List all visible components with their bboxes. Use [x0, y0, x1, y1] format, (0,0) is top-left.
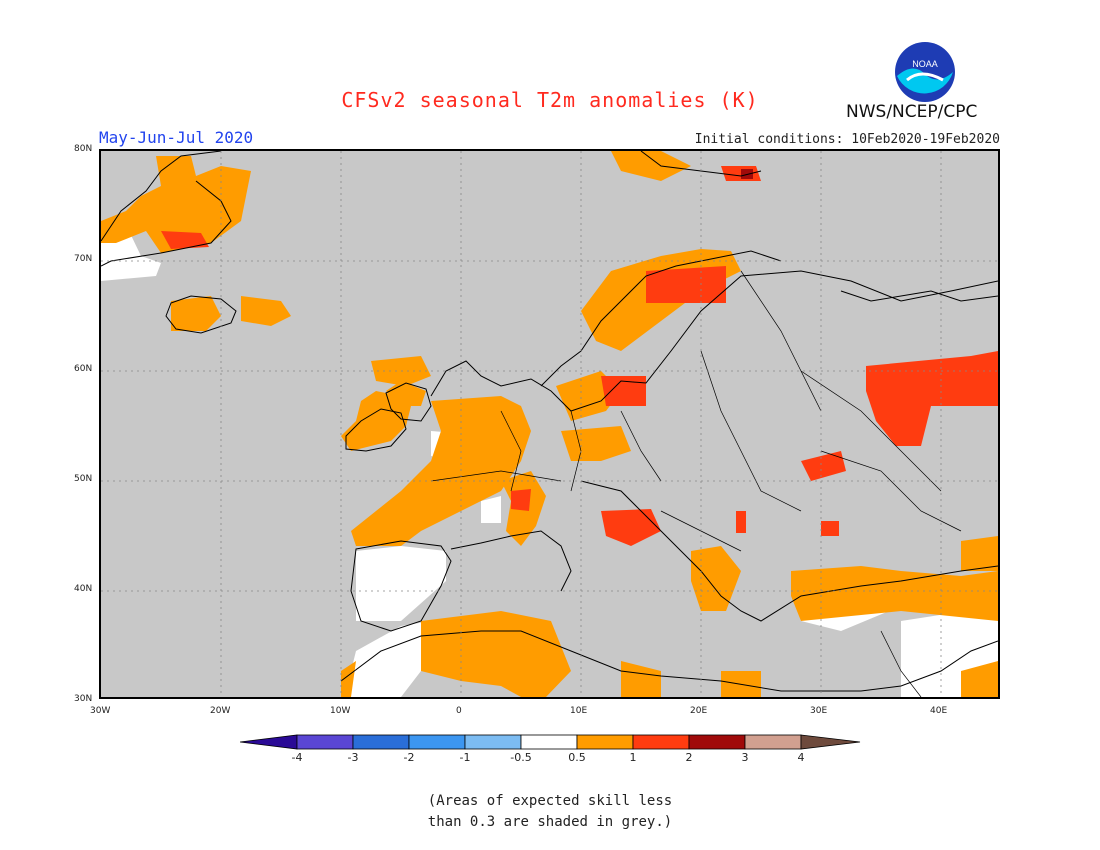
- agency-label: NWS/NCEP/CPC: [846, 102, 978, 122]
- colorbar-segment-2: [352, 734, 410, 750]
- noaa-logo-icon: NOAA: [895, 42, 955, 102]
- lat-tick-label: 30N: [74, 694, 93, 704]
- anomaly-map: [99, 149, 1000, 699]
- coastlines: [101, 151, 998, 692]
- colorbar-label: -4: [291, 751, 303, 764]
- colorbar-segment-1: [296, 734, 354, 750]
- colorbar-label: -2: [403, 751, 415, 764]
- map-canvas: [101, 151, 998, 697]
- lon-tick-label: 20E: [690, 706, 708, 716]
- noaa-logo-text: NOAA: [912, 59, 938, 69]
- lon-tick-label: 20W: [210, 706, 231, 716]
- colorbar-segment-9: [744, 734, 802, 750]
- colorbar-label: -3: [347, 751, 359, 764]
- colorbar-label: 0.5: [568, 751, 586, 764]
- colorbar-label: 1: [629, 751, 637, 764]
- initial-conditions: Initial conditions: 10Feb2020-19Feb2020: [694, 132, 1000, 147]
- lat-tick-label: 70N: [74, 254, 93, 264]
- colorbar-label: 4: [797, 751, 805, 764]
- strong-warm-anomaly-areas: [161, 166, 998, 546]
- skill-footnote: (Areas of expected skill less than 0.3 a…: [0, 791, 1100, 833]
- lat-tick-label: 50N: [74, 474, 93, 484]
- lat-tick-label: 80N: [74, 144, 93, 154]
- graticule: [101, 151, 998, 697]
- forecast-period: May-Jun-Jul 2020: [99, 128, 254, 147]
- footnote-line-2: than 0.3 are shaded in grey.): [427, 814, 673, 830]
- colorbar-label: -0.5: [510, 751, 532, 764]
- colorbar-segment-7: [632, 734, 690, 750]
- colorbar-label: 2: [685, 751, 693, 764]
- colorbar-segment-4: [464, 734, 522, 750]
- country-borders: [430, 270, 962, 697]
- colorbar-segment-10: [800, 734, 861, 750]
- colorbar-segment-0: [240, 734, 298, 750]
- colorbar-segment-6: [576, 734, 634, 750]
- lon-tick-label: 10E: [570, 706, 588, 716]
- map-title: CFSv2 seasonal T2m anomalies (K): [341, 88, 759, 112]
- footnote-line-1: (Areas of expected skill less: [427, 793, 673, 809]
- colorbar-segment-8: [688, 734, 746, 750]
- lon-tick-label: 0: [456, 706, 462, 716]
- lon-tick-label: 10W: [330, 706, 351, 716]
- colorbar: [240, 734, 861, 750]
- colorbar-label: 3: [741, 751, 749, 764]
- lat-tick-label: 40N: [74, 584, 93, 594]
- colorbar-label: -1: [459, 751, 471, 764]
- lon-tick-label: 40E: [930, 706, 948, 716]
- lon-tick-label: 30E: [810, 706, 828, 716]
- lon-tick-label: 30W: [90, 706, 111, 716]
- colorbar-segment-5: [520, 734, 578, 750]
- colorbar-segment-3: [408, 734, 466, 750]
- lat-tick-label: 60N: [74, 364, 93, 374]
- warm-anomaly-areas: [101, 151, 998, 697]
